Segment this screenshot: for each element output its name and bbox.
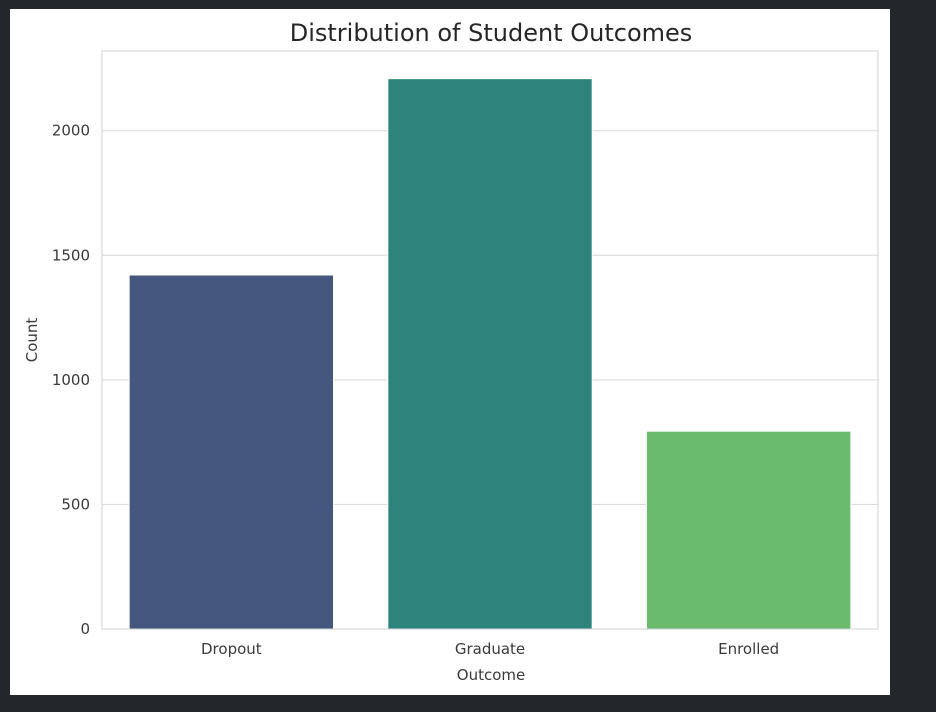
y-tick-label: 1500 <box>52 246 90 264</box>
y-tick-label: 500 <box>61 495 90 513</box>
y-tick-label: 2000 <box>52 122 90 140</box>
bar-enrolled <box>645 430 852 630</box>
x-tick-label-enrolled: Enrolled <box>718 640 779 658</box>
chart-title: Distribution of Student Outcomes <box>290 19 693 47</box>
bars <box>128 78 852 630</box>
x-axis-label: Outcome <box>457 666 525 684</box>
bar-chart: Distribution of Student Outcomes 0 500 100… <box>23 19 879 684</box>
y-axis-label: Count <box>23 318 41 363</box>
x-tick-label-graduate: Graduate <box>455 640 525 658</box>
x-axis-ticks: Dropout Graduate Enrolled <box>201 640 779 658</box>
chart-figure: Distribution of Student Outcomes 0 500 100… <box>10 9 890 695</box>
y-tick-label: 0 <box>80 620 90 638</box>
y-axis-ticks: 0 500 1000 1500 2000 <box>52 122 90 638</box>
y-tick-label: 1000 <box>52 371 90 389</box>
plot-area-border <box>101 50 879 630</box>
x-tick-label-dropout: Dropout <box>201 640 262 658</box>
bar-dropout <box>128 274 335 630</box>
bar-graduate <box>387 78 593 630</box>
